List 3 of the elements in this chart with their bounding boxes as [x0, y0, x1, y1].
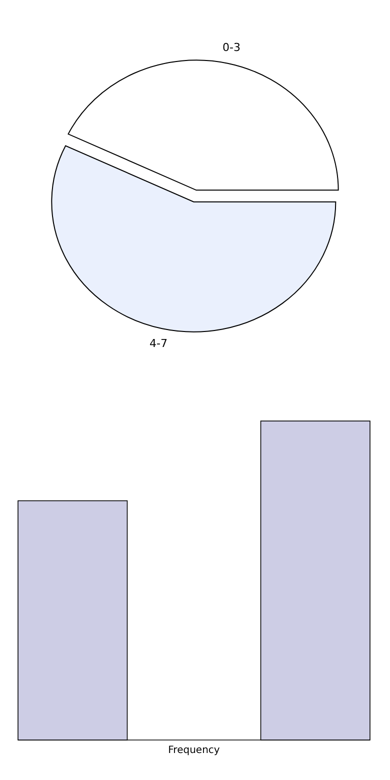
slice-label: 4-7 [150, 336, 168, 350]
x-axis-title: Frequency [168, 745, 220, 756]
slice-label: 0-3 [222, 41, 240, 54]
